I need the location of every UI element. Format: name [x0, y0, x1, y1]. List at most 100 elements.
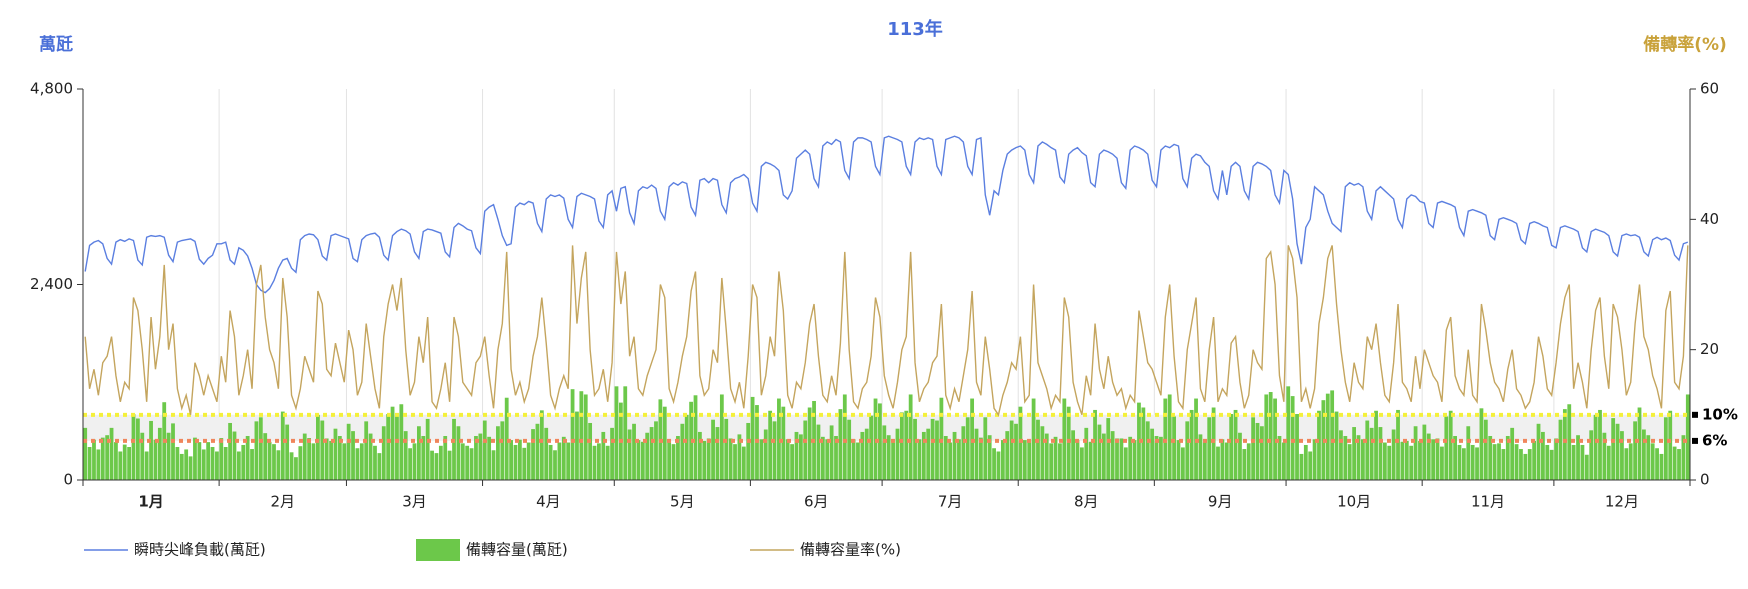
- bar: [478, 433, 483, 480]
- bar: [1150, 428, 1155, 480]
- bar: [632, 423, 636, 480]
- bar: [1598, 409, 1602, 480]
- y2-tick-label: 60: [1700, 80, 1719, 98]
- bar: [135, 418, 140, 480]
- bar: [575, 411, 579, 480]
- bar: [403, 431, 408, 480]
- bar: [298, 446, 303, 480]
- bar: [733, 444, 737, 480]
- bar: [1360, 439, 1365, 480]
- bar: [1510, 427, 1515, 480]
- bar: [1110, 431, 1115, 480]
- bar: [1176, 440, 1181, 480]
- bar: [482, 420, 487, 480]
- bar: [939, 397, 944, 480]
- x-tick-label: 10月: [1337, 493, 1371, 511]
- bar: [1286, 386, 1291, 480]
- bar: [921, 431, 926, 480]
- bar: [539, 410, 544, 480]
- legend-label: 備轉容量(萬瓩): [466, 541, 568, 559]
- bar: [957, 439, 961, 480]
- bar: [430, 450, 434, 480]
- bar: [1299, 453, 1304, 480]
- bar: [1453, 436, 1457, 480]
- bar: [302, 433, 307, 480]
- bar: [864, 428, 869, 480]
- bar: [408, 448, 413, 480]
- bar: [531, 429, 535, 480]
- bar: [1435, 438, 1440, 480]
- bar: [1554, 438, 1558, 480]
- bar: [1461, 448, 1466, 480]
- x-tick-label: 6月: [804, 493, 829, 511]
- bar: [474, 436, 478, 480]
- bar: [535, 423, 540, 480]
- bar: [816, 424, 821, 480]
- bar: [1238, 432, 1242, 480]
- bar: [1233, 409, 1238, 480]
- bar: [245, 436, 250, 480]
- bar: [333, 428, 338, 480]
- bar: [1145, 421, 1150, 480]
- bar: [1132, 440, 1137, 480]
- bar: [987, 435, 992, 480]
- bar: [1097, 424, 1102, 480]
- bar: [1027, 440, 1032, 480]
- bar: [1115, 438, 1119, 480]
- bar: [1180, 447, 1185, 480]
- bar: [364, 421, 369, 480]
- bar: [759, 439, 764, 480]
- bar: [1009, 420, 1014, 480]
- bar: [210, 447, 215, 480]
- bar: [1685, 394, 1690, 480]
- bar: [1400, 441, 1405, 480]
- bar: [522, 447, 527, 480]
- bar: [509, 440, 513, 480]
- bar: [926, 428, 931, 480]
- bar: [412, 443, 417, 480]
- bar: [1154, 436, 1159, 480]
- bar: [702, 440, 707, 480]
- bar: [1365, 420, 1370, 480]
- bar: [1444, 416, 1449, 480]
- bar: [1036, 419, 1040, 480]
- bar: [1382, 442, 1387, 480]
- legend-label: 瞬時尖峰負載(萬瓩): [134, 541, 266, 559]
- bar: [1501, 449, 1506, 480]
- bar: [438, 445, 443, 480]
- bar: [1224, 442, 1229, 480]
- bar: [1655, 448, 1659, 480]
- y-axis-title: 萬瓩: [39, 34, 73, 55]
- bar: [1005, 431, 1010, 480]
- reference-marker: [1692, 411, 1698, 418]
- bar: [496, 426, 500, 480]
- bar: [996, 451, 1001, 480]
- bar: [878, 403, 882, 480]
- x-tick-label: 2月: [271, 493, 296, 511]
- bar: [1211, 407, 1216, 480]
- bar: [1303, 444, 1308, 480]
- bar: [724, 418, 729, 480]
- bar: [201, 449, 206, 480]
- bar: [236, 451, 241, 480]
- bar: [930, 418, 935, 480]
- bar: [1470, 444, 1475, 480]
- bar: [1576, 435, 1580, 480]
- bar: [320, 420, 325, 480]
- bar: [342, 443, 347, 480]
- bar: [605, 445, 610, 480]
- bar: [276, 450, 281, 480]
- bar: [114, 442, 118, 480]
- bar: [307, 438, 312, 480]
- bar: [1404, 440, 1409, 480]
- bar: [434, 453, 439, 480]
- bar: [1611, 418, 1616, 480]
- y2-tick-label: 40: [1700, 210, 1719, 228]
- bar: [157, 427, 162, 480]
- bar: [100, 437, 105, 480]
- bar: [1053, 436, 1058, 480]
- y2-tick-label: 0: [1700, 471, 1710, 489]
- bar: [645, 432, 650, 480]
- bar: [869, 415, 874, 480]
- bar: [1022, 440, 1027, 480]
